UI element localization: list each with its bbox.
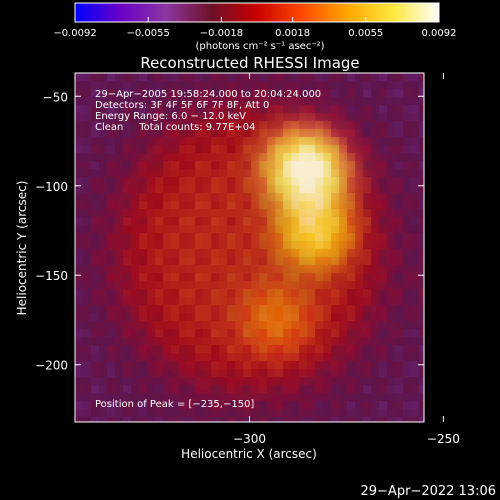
colorbar-tick-label: 0.0055 <box>348 28 383 39</box>
x-axis-ticks: −300−250−200 <box>233 73 460 446</box>
x-axis-label: Heliocentric X (arcsec) <box>181 447 317 461</box>
colorbar-ticks: −0.0092 −0.0055 −0.0018 0.0018 0.0055 0.0092 <box>53 17 457 39</box>
y-axis-ticks: −50 −100 −150 −200 <box>35 90 424 373</box>
footer-timestamp: 29−Apr−2022 13:06 <box>361 484 497 499</box>
x-tick-label: −250 <box>427 432 460 446</box>
x-tick-label: −300 <box>233 432 266 446</box>
colorbar-units: (photons cm⁻² s⁻¹ asec⁻²) <box>195 41 324 52</box>
y-tick-label: −200 <box>35 359 68 373</box>
y-tick-label: −150 <box>35 269 68 283</box>
peak-position-label: Position of Peak = [−235,−150] <box>95 399 254 410</box>
colorbar-tick-label: −0.0055 <box>127 28 170 39</box>
colorbar-tick-label: 0.0018 <box>275 28 310 39</box>
annotation-detectors: Detectors: 3F 4F 5F 6F 7F 8F, Att 0 <box>95 100 269 111</box>
annotation-time: 29−Apr−2005 19:58:24.000 to 20:04:24.000 <box>95 89 321 100</box>
y-axis-label: Heliocentric Y (arcsec) <box>15 181 29 316</box>
annotation-clean: Clean Total counts: 9.77E+04 <box>95 122 255 133</box>
annotation-energy: Energy Range: 6.0 − 12.0 keV <box>95 111 246 122</box>
pixel-grid <box>75 73 424 422</box>
y-tick-label: −50 <box>43 90 68 104</box>
colorbar-tick-label: −0.0018 <box>200 28 243 39</box>
colorbar <box>74 2 440 23</box>
colorbar-tick-label: 0.0092 <box>422 28 457 39</box>
y-tick-label: −100 <box>35 180 68 194</box>
image-area <box>75 73 500 422</box>
chart-title: Reconstructed RHESSI Image <box>140 54 359 72</box>
colorbar-tick-label: −0.0092 <box>53 28 96 39</box>
emission-source <box>444 255 500 332</box>
